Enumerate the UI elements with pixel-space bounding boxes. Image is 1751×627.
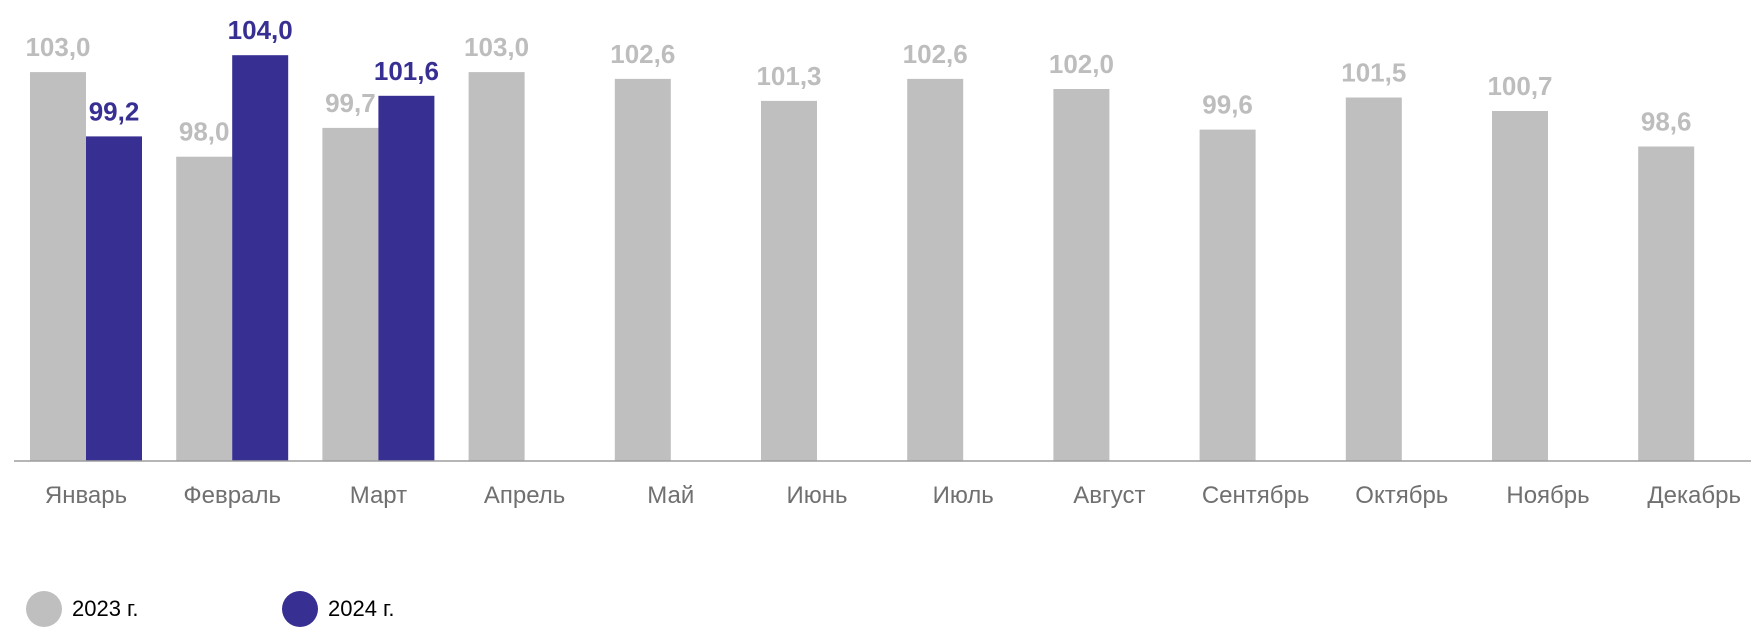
- x-tick-label-1: Январь: [45, 482, 127, 509]
- value-label-series1-5: 102,6: [610, 39, 675, 69]
- value-label-series2-1: 99,2: [89, 96, 140, 126]
- x-tick-label-12: Декабрь: [1647, 482, 1741, 509]
- x-tick-label-9: Сентябрь: [1202, 482, 1310, 509]
- value-label-series1-10: 101,5: [1341, 58, 1406, 88]
- bar-series1-9: [1199, 129, 1256, 461]
- value-label-series1-4: 103,0: [464, 32, 529, 62]
- bar-series1-12: [1638, 146, 1695, 461]
- legend-label-2023: 2023 г.: [72, 596, 139, 621]
- value-label-series2-2: 104,0: [228, 15, 293, 45]
- value-label-series1-2: 98,0: [179, 117, 230, 147]
- value-labels-group: 103,0 98,0 99,7 103,0 102,6 101,3 102,6 102,0 99…: [25, 15, 1692, 147]
- value-label-series2-3: 101,6: [374, 56, 439, 86]
- bar-series1-1: [30, 72, 86, 461]
- x-tick-label-7: Июль: [933, 482, 994, 509]
- x-tick-labels-group: Январь Февраль Март Апрель Май Июнь Июль Август…: [45, 482, 1741, 509]
- x-tick-label-8: Август: [1073, 482, 1145, 509]
- value-label-series1-11: 100,7: [1487, 71, 1552, 101]
- x-tick-label-11: Ноябрь: [1506, 482, 1589, 509]
- value-label-series1-7: 102,6: [903, 39, 968, 69]
- legend-item-2024: 2024 г.: [282, 591, 395, 627]
- bar-series1-7: [907, 78, 964, 462]
- bar-series1-2: [176, 156, 233, 461]
- x-tick-label-6: Июнь: [786, 482, 847, 509]
- bars-group: [30, 55, 1695, 462]
- value-label-series1-9: 99,6: [1202, 90, 1253, 120]
- bar-series1-3: [322, 127, 379, 462]
- bar-series2-2: [232, 55, 289, 461]
- bar-series1-8: [1053, 89, 1110, 461]
- value-label-series1-6: 101,3: [756, 61, 821, 91]
- x-tick-label-4: Апрель: [484, 482, 565, 509]
- bar-series2-3: [378, 95, 435, 462]
- x-tick-label-10: Октябрь: [1355, 482, 1448, 509]
- value-label-series1-8: 102,0: [1049, 49, 1114, 79]
- x-tick-label-5: Май: [647, 482, 694, 509]
- legend-label-2024: 2024 г.: [328, 596, 395, 621]
- legend-swatch-2024: [282, 591, 318, 627]
- value-label-series1-1: 103,0: [25, 32, 90, 62]
- value-label-series1-3: 99,7: [325, 88, 376, 118]
- bar-series1-6: [761, 100, 817, 462]
- legend-item-2023: 2023 г.: [26, 591, 139, 627]
- bar-series2-1: [86, 136, 142, 461]
- x-tick-label-2: Февраль: [183, 482, 281, 509]
- legend-swatch-2023: [26, 591, 62, 627]
- value-label-series1-12: 98,6: [1641, 107, 1692, 137]
- bar-series1-11: [1492, 111, 1548, 461]
- bar-series1-5: [614, 78, 671, 462]
- bar-series1-10: [1345, 97, 1402, 461]
- x-tick-label-3: Март: [350, 482, 407, 509]
- bar-series1-4: [468, 72, 525, 461]
